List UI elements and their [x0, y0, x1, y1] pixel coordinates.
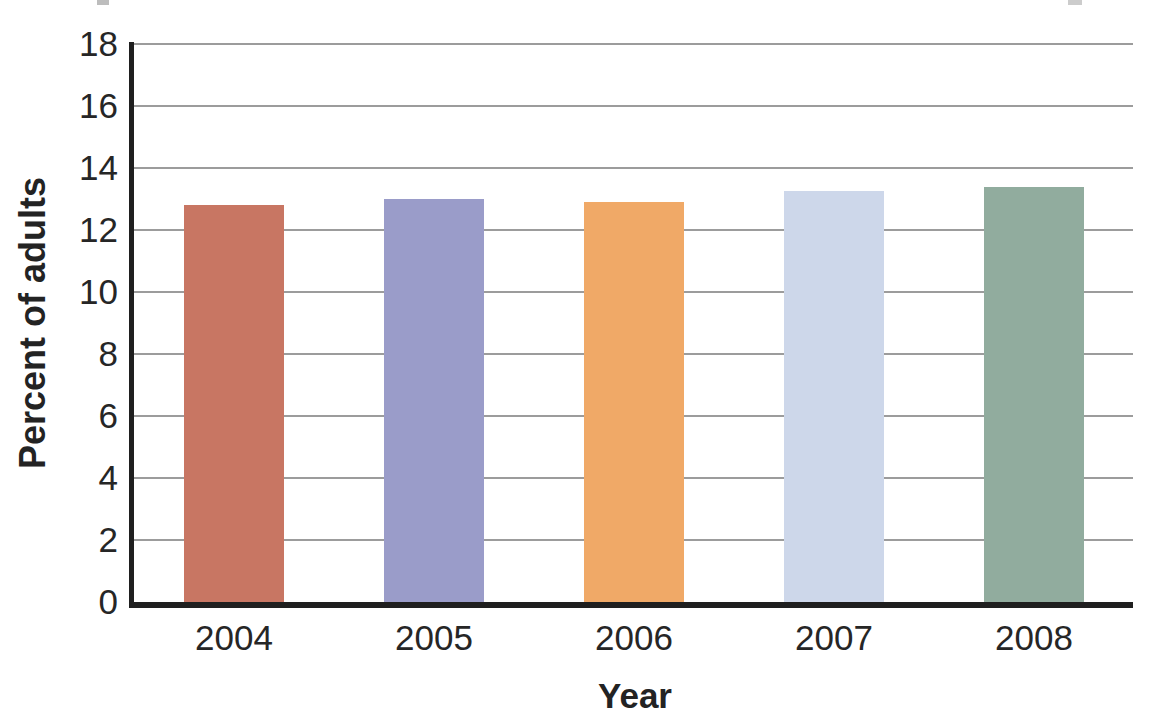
y-tick-label-18: 18 — [0, 23, 118, 65]
y-tick-label-14: 14 — [0, 147, 118, 189]
gridline-y14 — [133, 167, 1133, 169]
plot-area — [133, 44, 1133, 602]
bar-2004 — [184, 205, 284, 602]
y-tick-label-0: 0 — [0, 581, 118, 623]
y-tick-label-4: 4 — [0, 457, 118, 499]
bar-2008 — [984, 187, 1084, 602]
x-tick-label-2007: 2007 — [734, 618, 934, 658]
bar-2007 — [784, 191, 884, 602]
crop-artifact — [1068, 0, 1082, 5]
gridline-y18 — [133, 43, 1133, 45]
y-tick-label-8: 8 — [0, 333, 118, 375]
y-axis-line — [129, 42, 134, 608]
x-axis-title: Year — [535, 676, 735, 716]
y-tick-label-10: 10 — [0, 271, 118, 313]
x-tick-label-2008: 2008 — [934, 618, 1134, 658]
y-tick-label-6: 6 — [0, 395, 118, 437]
bar-2005 — [384, 199, 484, 602]
y-tick-label-12: 12 — [0, 209, 118, 251]
crop-artifact — [97, 0, 109, 5]
x-tick-label-2006: 2006 — [534, 618, 734, 658]
x-tick-label-2004: 2004 — [134, 618, 334, 658]
x-tick-label-2005: 2005 — [334, 618, 534, 658]
x-axis-line — [129, 602, 1133, 608]
bar-chart-figure: Percent of adults 024681012141618 200420… — [0, 0, 1150, 719]
y-tick-label-16: 16 — [0, 85, 118, 127]
gridline-y16 — [133, 105, 1133, 107]
y-tick-label-2: 2 — [0, 519, 118, 561]
bar-2006 — [584, 202, 684, 602]
